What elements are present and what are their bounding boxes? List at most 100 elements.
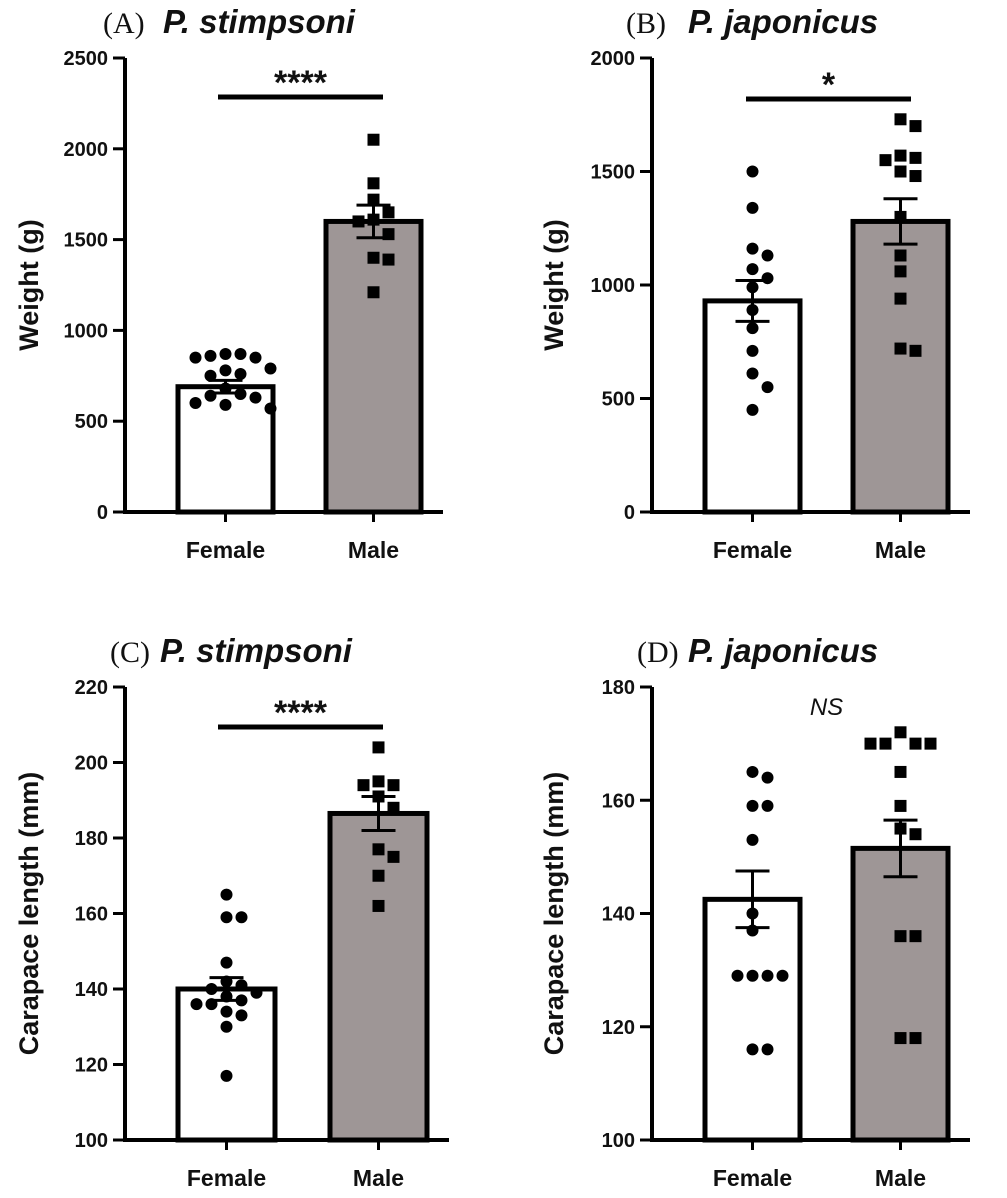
data-point-female [761, 799, 774, 812]
data-point-male [382, 206, 395, 219]
panel-b: (B) P. japonicus Weight (g) 0 500 1000 1500 200… [539, 3, 970, 563]
data-point-female [220, 1020, 233, 1033]
data-point-female [746, 242, 759, 255]
data-point-female [761, 249, 774, 262]
data-point-male [894, 265, 907, 278]
data-point-female [746, 201, 759, 214]
y-tick-label: 180 [602, 677, 635, 699]
data-point-female [746, 765, 759, 778]
bar-female [702, 896, 803, 1143]
significance-label: NS [810, 694, 843, 721]
data-point-female [761, 381, 774, 394]
data-point-male [894, 113, 907, 126]
data-point-female [189, 351, 202, 364]
data-point-male [894, 249, 907, 262]
data-point-male [909, 120, 922, 133]
significance-label: **** [274, 64, 328, 102]
data-point-male [909, 1032, 922, 1045]
panel-d: (D) P. japonicus Carapace length (mm) 100 12… [539, 632, 970, 1191]
x-tick-label-male: Male [348, 537, 399, 563]
y-tick-label: 2000 [64, 139, 109, 161]
panel-letter: (A) [103, 7, 145, 40]
data-point-female [746, 367, 759, 380]
y-tick-label: 140 [75, 979, 108, 1001]
data-point-female [204, 349, 217, 362]
data-point-female [249, 351, 262, 364]
data-point-female [761, 969, 774, 982]
data-point-female [746, 322, 759, 335]
data-point-male [367, 177, 380, 190]
data-point-female [746, 833, 759, 846]
y-tick-label: 0 [624, 502, 635, 524]
y-tick-label: 120 [75, 1055, 108, 1077]
y-tick-label: 220 [75, 677, 108, 699]
species-title: P. japonicus [688, 3, 878, 40]
y-tick-label: 200 [75, 753, 108, 775]
data-point-male [894, 292, 907, 305]
data-point-male [909, 930, 922, 943]
data-point-male [387, 801, 400, 814]
y-tick-label: 2000 [591, 48, 636, 70]
y-tick-label: 500 [75, 411, 108, 433]
data-point-female [219, 348, 232, 361]
y-tick-label: 100 [602, 1130, 635, 1152]
panel-a: (A) P. stimpsoni Weight (g) 0 500 1000 1500 200… [14, 3, 443, 563]
data-point-female [220, 911, 233, 924]
data-point-male [909, 344, 922, 357]
bar-male [323, 218, 424, 515]
y-tick-label: 2500 [64, 48, 109, 70]
data-point-male [382, 253, 395, 266]
data-point-male [894, 342, 907, 355]
data-point-male [367, 286, 380, 299]
data-point-male [924, 737, 937, 750]
data-point-female [220, 1069, 233, 1082]
x-tick-label-male: Male [875, 537, 926, 563]
data-point-female [746, 799, 759, 812]
y-tick-label: 1000 [64, 320, 109, 342]
y-axis-label: Carapace length (mm) [14, 772, 44, 1056]
y-tick-label: 140 [602, 904, 635, 926]
data-point-female [746, 344, 759, 357]
y-tick-label: 180 [75, 828, 108, 850]
y-tick-label: 500 [602, 389, 635, 411]
y-axis-label: Carapace length (mm) [539, 772, 569, 1056]
species-title: P. stimpsoni [163, 3, 356, 40]
x-tick-label-male: Male [875, 1165, 926, 1191]
data-point-female [761, 1043, 774, 1056]
data-point-female [746, 403, 759, 416]
panel-letter: (C) [110, 636, 150, 669]
data-point-female [235, 979, 248, 992]
data-point-male [352, 215, 365, 228]
x-tick-label-male: Male [353, 1165, 404, 1191]
data-point-female [746, 165, 759, 178]
bar-male [327, 810, 430, 1143]
data-point-female [204, 369, 217, 382]
y-tick-label: 160 [75, 904, 108, 926]
data-point-male [894, 165, 907, 178]
y-tick-label: 1000 [591, 275, 636, 297]
data-point-female [189, 397, 202, 410]
data-point-male [894, 1032, 907, 1045]
data-point-male [372, 741, 385, 754]
data-point-female [761, 771, 774, 784]
data-point-male [894, 930, 907, 943]
x-tick-label-female: Female [187, 1165, 266, 1191]
x-tick-label-female: Female [186, 537, 265, 563]
significance-label: * [822, 66, 836, 104]
data-point-female [190, 998, 203, 1011]
data-point-female [264, 402, 277, 415]
data-point-male [372, 843, 385, 856]
data-point-male [367, 133, 380, 146]
data-point-male [909, 828, 922, 841]
data-point-female [235, 911, 248, 924]
data-point-male [909, 151, 922, 164]
bar-male [850, 845, 951, 1143]
x-tick-label-female: Female [713, 1165, 792, 1191]
data-point-female [776, 969, 789, 982]
data-point-male [894, 149, 907, 162]
species-title: P. japonicus [688, 632, 878, 669]
data-point-female [761, 272, 774, 285]
data-point-female [234, 348, 247, 361]
data-point-male [357, 779, 370, 792]
